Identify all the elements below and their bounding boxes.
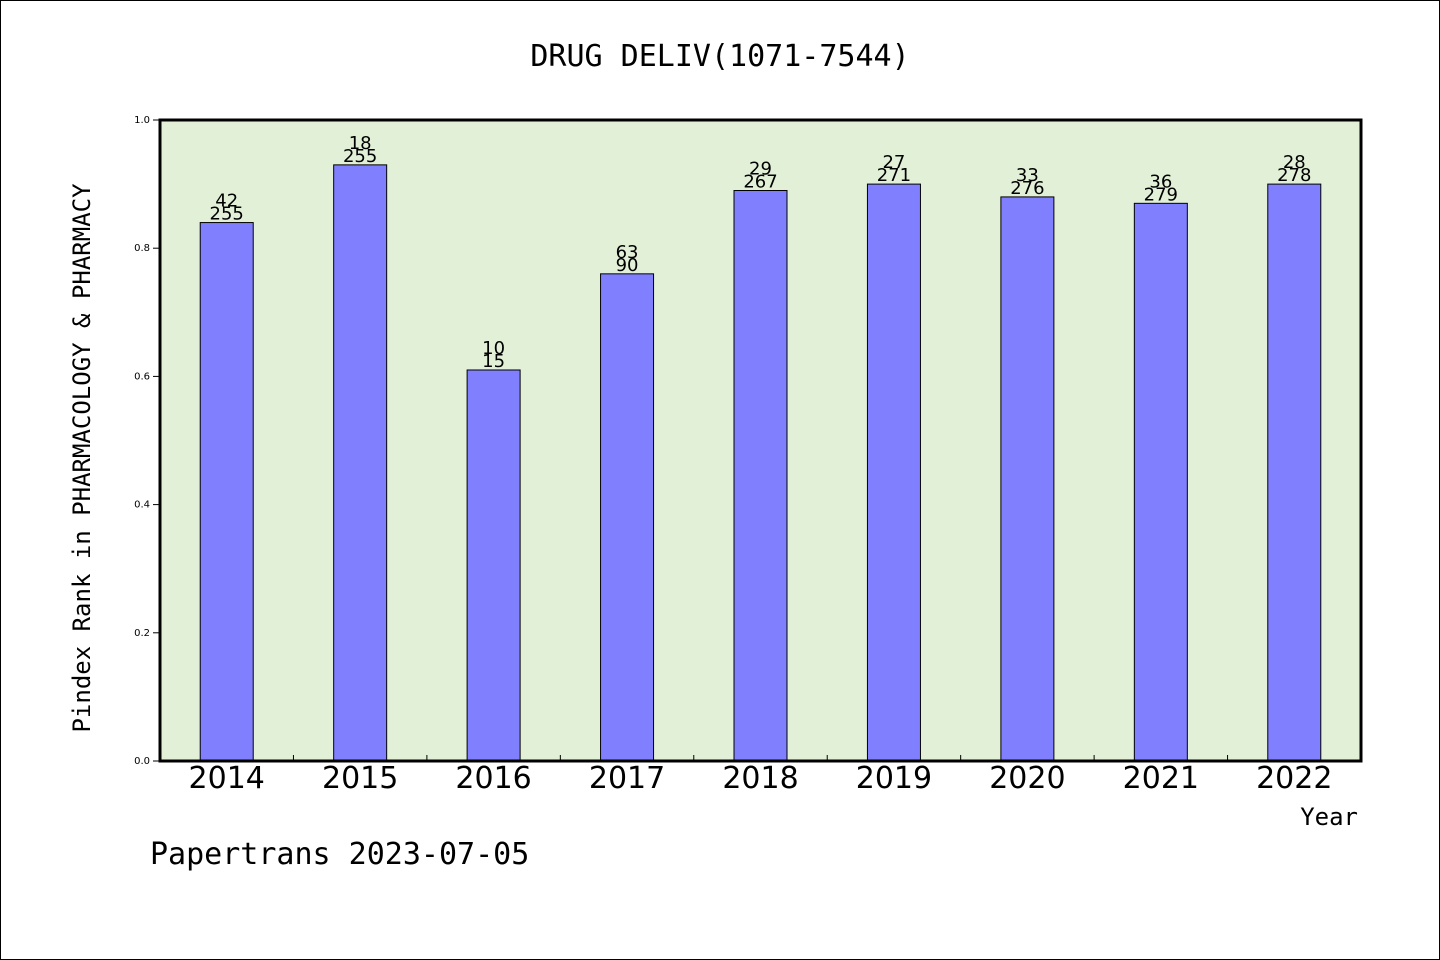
x-tick-label-2015: 2015: [322, 761, 398, 796]
bar-2015: [333, 164, 388, 762]
data-label-bottom-2021: 279: [1144, 184, 1178, 205]
bar-2022: [1267, 183, 1322, 762]
bars-group: [199, 164, 1322, 762]
plot-border: [158, 118, 1363, 763]
x-tick-label-2019: 2019: [856, 761, 932, 796]
data-label-top-2019: 27: [882, 152, 905, 173]
bar-2020: [1000, 196, 1055, 762]
x-tick-label-2017: 2017: [589, 761, 665, 796]
y-tick-label: 0.2: [134, 628, 150, 639]
data-label-bottom-2015: 255: [343, 146, 377, 167]
data-label-bottom-2016: 15: [482, 351, 505, 372]
data-label-bottom-2019: 271: [877, 165, 911, 186]
x-axis-ticks: 2014 2015 2016 2017 2018 2019 2020 2021 2022: [189, 755, 1332, 796]
data-label-top-2021: 36: [1149, 171, 1172, 192]
y-tick-label: 0.4: [134, 500, 150, 511]
data-label-top-2022: 28: [1283, 152, 1306, 173]
data-label-bottom-2018: 267: [743, 172, 777, 193]
y-tick-label: 1.0: [134, 115, 150, 126]
data-label-top-2016: 10: [482, 338, 505, 359]
data-label-top-2020: 33: [1016, 165, 1039, 186]
x-tick-label-2020: 2020: [989, 761, 1065, 796]
bar-2014: [199, 222, 254, 762]
data-label-top-2015: 18: [349, 133, 372, 154]
data-label-top-2017: 63: [616, 242, 639, 263]
x-tick-label-2022: 2022: [1256, 761, 1332, 796]
data-label-bottom-2014: 255: [210, 204, 244, 225]
x-tick-label-2016: 2016: [455, 761, 531, 796]
data-label-bottom-2017: 90: [616, 255, 639, 276]
chart-title: DRUG DELIV(1071-7544): [530, 39, 909, 74]
y-axis-label: Pindex Rank in PHARMACOLOGY & PHARMACY: [68, 183, 96, 733]
x-tick-label-2021: 2021: [1123, 761, 1199, 796]
data-label-top-2018: 29: [749, 159, 772, 180]
x-tick-label-2018: 2018: [722, 761, 798, 796]
bar-2021: [1133, 202, 1188, 762]
data-label-top-2014: 42: [215, 191, 238, 212]
data-label-bottom-2020: 276: [1010, 178, 1044, 199]
y-tick-label: 0.8: [134, 243, 150, 254]
y-tick-label: 0.6: [134, 371, 150, 382]
bar-2017: [600, 273, 655, 762]
bar-2018: [733, 190, 788, 762]
footer-text: Papertrans 2023-07-05: [150, 837, 529, 872]
data-label-bottom-2022: 278: [1277, 165, 1311, 186]
bar-2019: [866, 183, 921, 762]
bar-2016: [466, 369, 521, 762]
x-axis-label: Year: [1300, 803, 1358, 831]
x-tick-label-2014: 2014: [189, 761, 265, 796]
y-tick-label: 0.0: [134, 756, 150, 767]
y-axis-ticks: 0.0 0.2 0.4 0.6 0.8 1.0: [134, 115, 160, 767]
